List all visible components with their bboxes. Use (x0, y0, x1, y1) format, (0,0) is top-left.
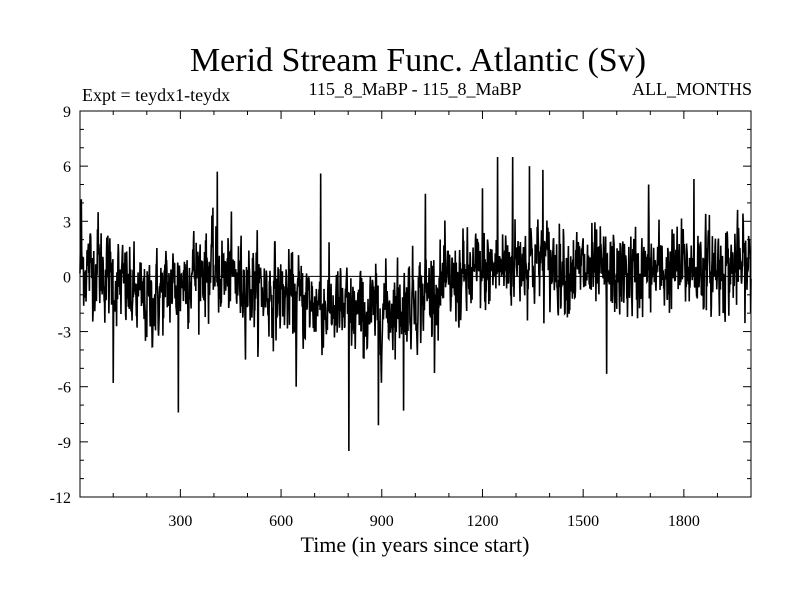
x-tick-label: 600 (269, 513, 293, 530)
x-axis: 300 600 900 1200 1500 1800 (112, 111, 718, 530)
x-tick-label: 900 (370, 513, 394, 530)
y-tick-label: 3 (63, 214, 71, 231)
y-tick-label: 9 (63, 104, 71, 121)
y-tick-label: 6 (63, 159, 71, 176)
chart-title: Merid Stream Func. Atlantic (Sv) (190, 42, 646, 79)
x-tick-label: 1500 (567, 513, 599, 530)
x-tick-label: 1200 (466, 513, 498, 530)
y-tick-label: -9 (58, 435, 71, 452)
x-tick-label: 1800 (668, 513, 700, 530)
y-tick-label: -12 (50, 490, 71, 507)
series-layer (79, 156, 752, 452)
x-tick-label: 300 (168, 513, 192, 530)
y-tick-label: -6 (58, 380, 71, 397)
plot-area: -12 -9 -6 -3 0 3 6 9 300 600 900 1200 1500 1800 (50, 104, 752, 530)
months-label: ALL_MONTHS (632, 79, 752, 99)
y-tick-label: 0 (63, 269, 71, 286)
y-tick-label: -3 (58, 325, 71, 342)
y-axis: -12 -9 -6 -3 0 3 6 9 (50, 104, 751, 507)
series-line-merid-stream-func (79, 156, 752, 452)
experiment-label: Expt = teydx1-teydx (82, 85, 230, 105)
period-label: 115_8_MaBP - 115_8_MaBP (308, 79, 521, 99)
x-axis-label: Time (in years since start) (301, 532, 530, 557)
